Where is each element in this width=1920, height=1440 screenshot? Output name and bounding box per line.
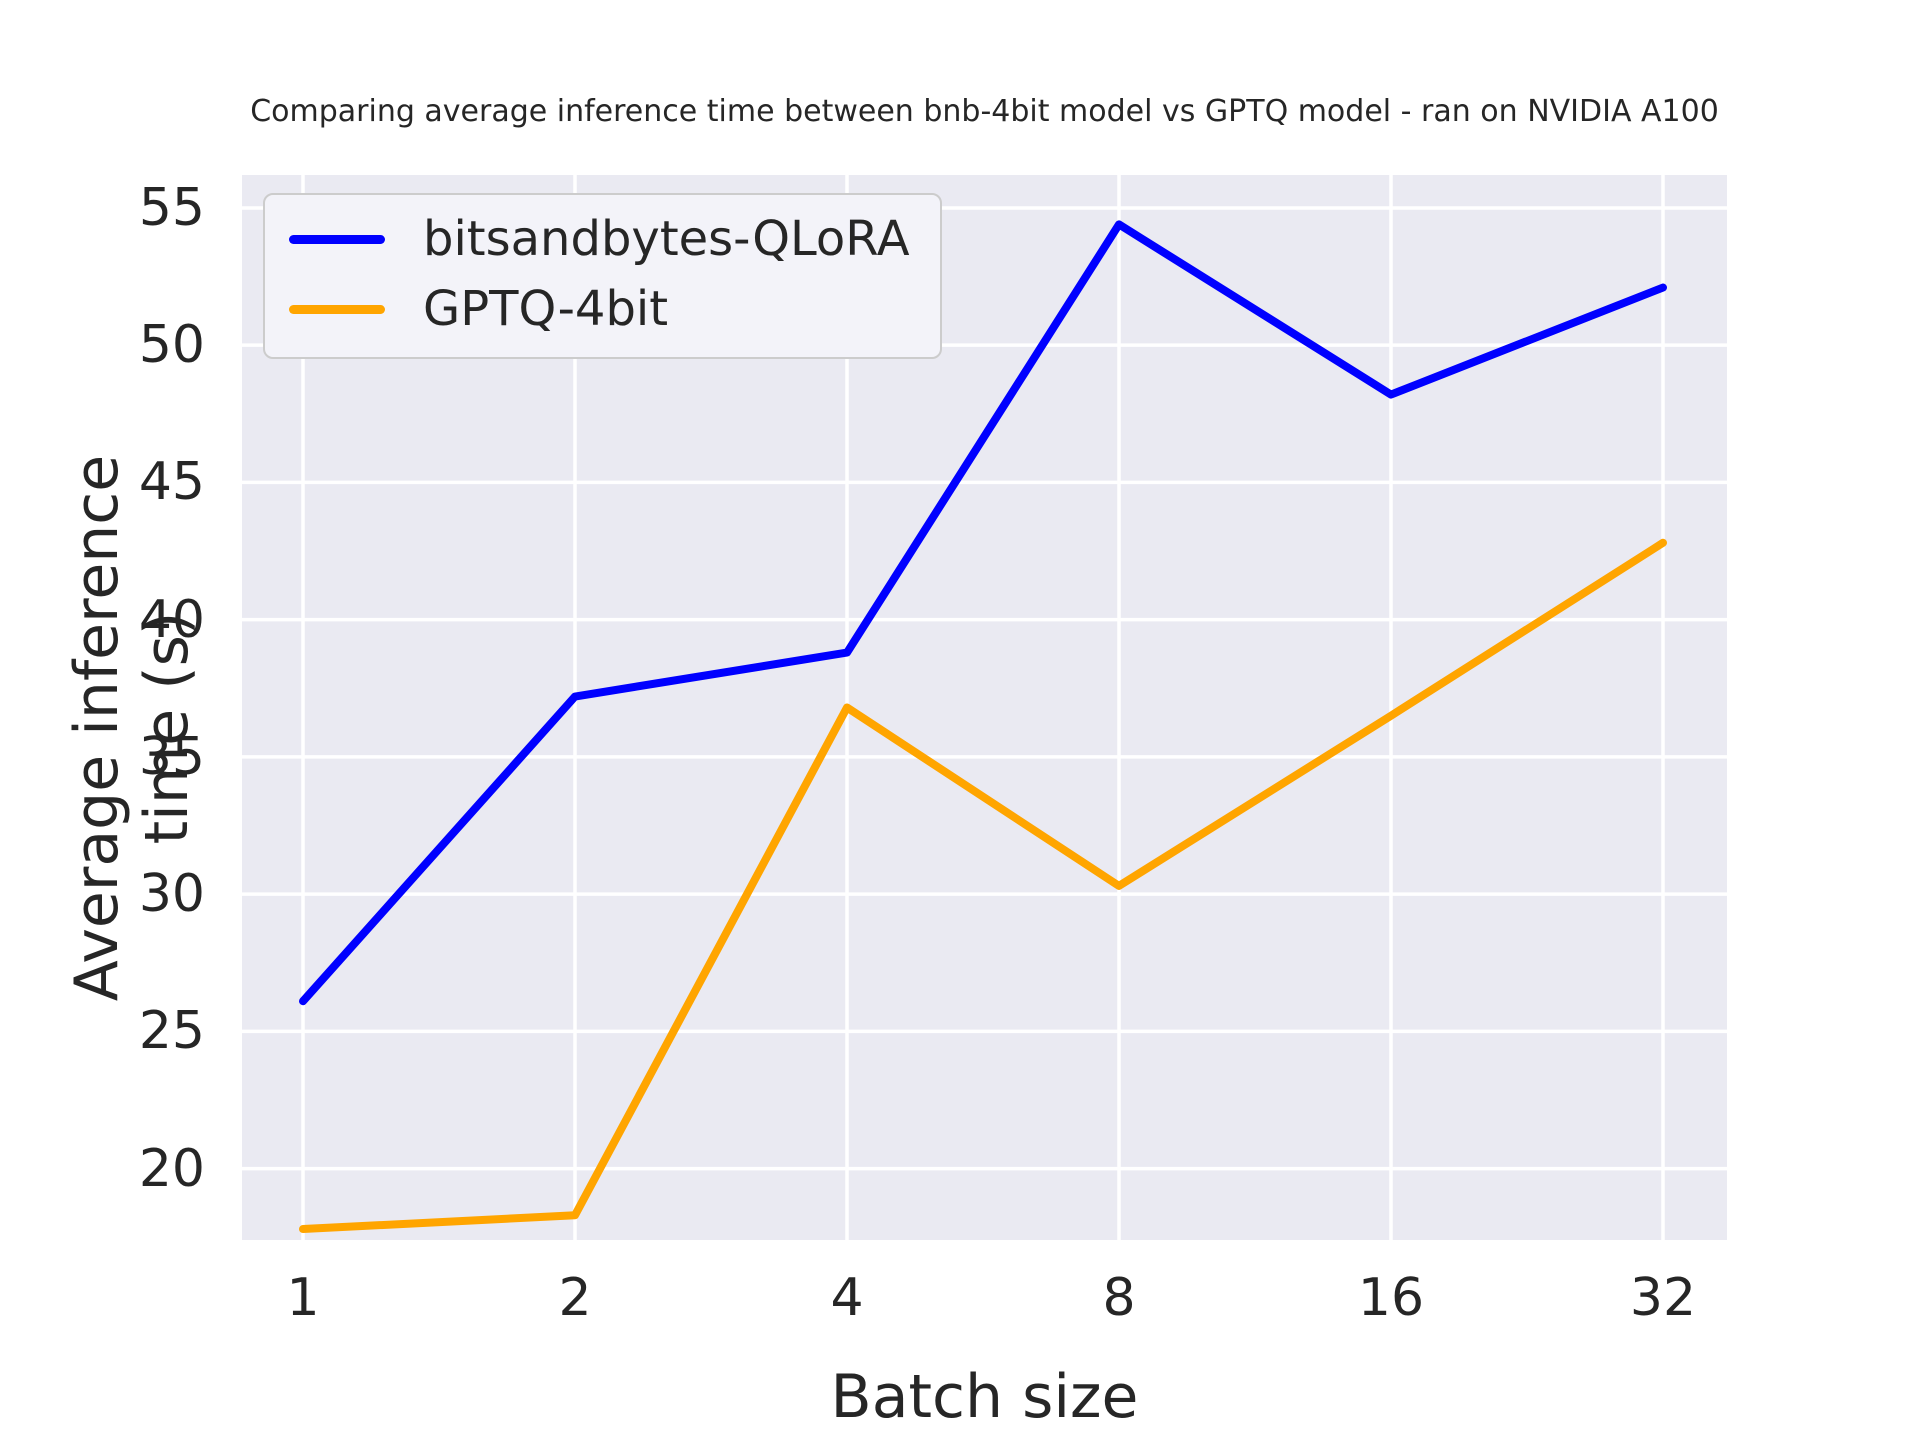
x-tick-label: 32 [1629,1268,1697,1328]
x-axis-label: Batch size [830,1362,1139,1432]
y-tick-label: 45 [138,452,205,513]
y-tick-label: 20 [138,1138,205,1199]
chart-title: Comparing average inference time between… [250,94,1719,129]
legend: bitsandbytes-QLoRA GPTQ-4bit [263,193,942,359]
y-tick-label: 40 [138,589,205,650]
legend-entry: bitsandbytes-QLoRA [289,209,910,269]
y-axis-label: Average inference time (s) [62,454,202,1002]
y-tick-label: 25 [138,1001,205,1062]
x-tick-label: 2 [558,1268,592,1328]
x-tick-label: 8 [1102,1268,1136,1328]
x-tick-label: 1 [286,1268,320,1328]
y-tick-label: 55 [138,177,205,238]
x-tick-label: 4 [830,1268,864,1328]
series-line-bitsandbytes-QLoRA [299,220,1667,1006]
legend-swatch-icon [289,234,385,244]
series-line-GPTQ-4bit [299,538,1667,1234]
legend-entry: GPTQ-4bit [289,279,910,339]
y-tick-label: 35 [138,726,205,787]
y-tick-label: 30 [138,864,205,925]
plot-area: bitsandbytes-QLoRA GPTQ-4bit [242,175,1727,1240]
x-tick-label: 16 [1357,1268,1425,1328]
y-tick-label: 50 [138,315,205,376]
legend-swatch-icon [289,304,385,314]
legend-label: GPTQ-4bit [423,281,669,337]
legend-label: bitsandbytes-QLoRA [423,211,910,267]
